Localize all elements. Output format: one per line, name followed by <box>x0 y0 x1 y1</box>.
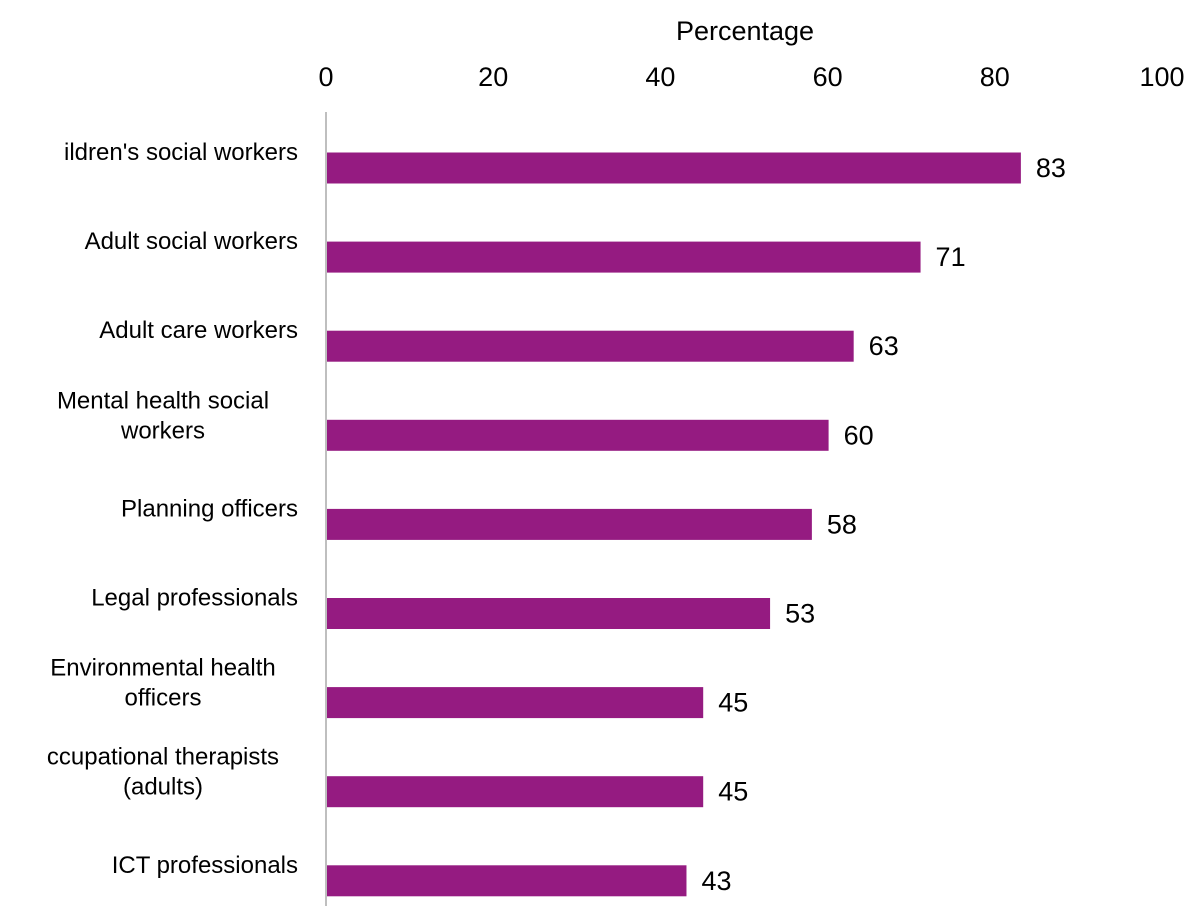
data-labels: 83 71 63 60 58 53 45 45 43 <box>701 153 1065 896</box>
bar <box>327 687 704 719</box>
bar <box>327 330 854 362</box>
category-label: Mental health social <box>57 387 269 414</box>
x-tick-label: 60 <box>813 62 843 92</box>
data-label: 45 <box>718 688 748 718</box>
data-label: 60 <box>844 420 874 450</box>
bar <box>327 419 829 451</box>
category-labels: ildren's social workers Adult social work… <box>47 139 298 879</box>
x-tick-label: 100 <box>1139 62 1184 92</box>
data-label: 53 <box>785 599 815 629</box>
bar <box>327 598 771 629</box>
x-axis-title: Percentage <box>676 16 814 46</box>
x-tick-label: 20 <box>478 62 508 92</box>
category-label: ICT professionals <box>112 852 298 879</box>
data-label: 63 <box>869 331 899 361</box>
category-label: Planning officers <box>121 495 298 522</box>
bar <box>327 241 921 273</box>
category-label: officers <box>125 685 202 712</box>
category-label: Adult social workers <box>85 228 298 255</box>
x-axis: Percentage 0 20 40 60 80 100 <box>318 16 1184 92</box>
bar <box>327 152 1021 184</box>
category-label: Adult care workers <box>99 317 298 344</box>
data-label: 83 <box>1036 153 1066 183</box>
x-tick-label: 0 <box>318 62 333 92</box>
category-label: Legal professionals <box>91 585 298 612</box>
data-label: 71 <box>936 242 966 272</box>
data-label: 45 <box>718 777 748 807</box>
category-label: ildren's social workers <box>64 139 298 166</box>
bar <box>327 776 704 808</box>
bar <box>327 508 812 540</box>
x-axis-ticks: 0 20 40 60 80 100 <box>318 62 1184 92</box>
category-label: (adults) <box>123 774 203 801</box>
x-tick-label: 80 <box>980 62 1010 92</box>
category-label: ccupational therapists <box>47 744 279 771</box>
bar <box>327 865 687 897</box>
data-label: 43 <box>701 866 731 896</box>
x-tick-label: 40 <box>645 62 675 92</box>
bars <box>327 152 1021 897</box>
category-label: Environmental health <box>50 655 275 682</box>
category-label: workers <box>120 417 205 444</box>
data-label: 58 <box>827 509 857 539</box>
